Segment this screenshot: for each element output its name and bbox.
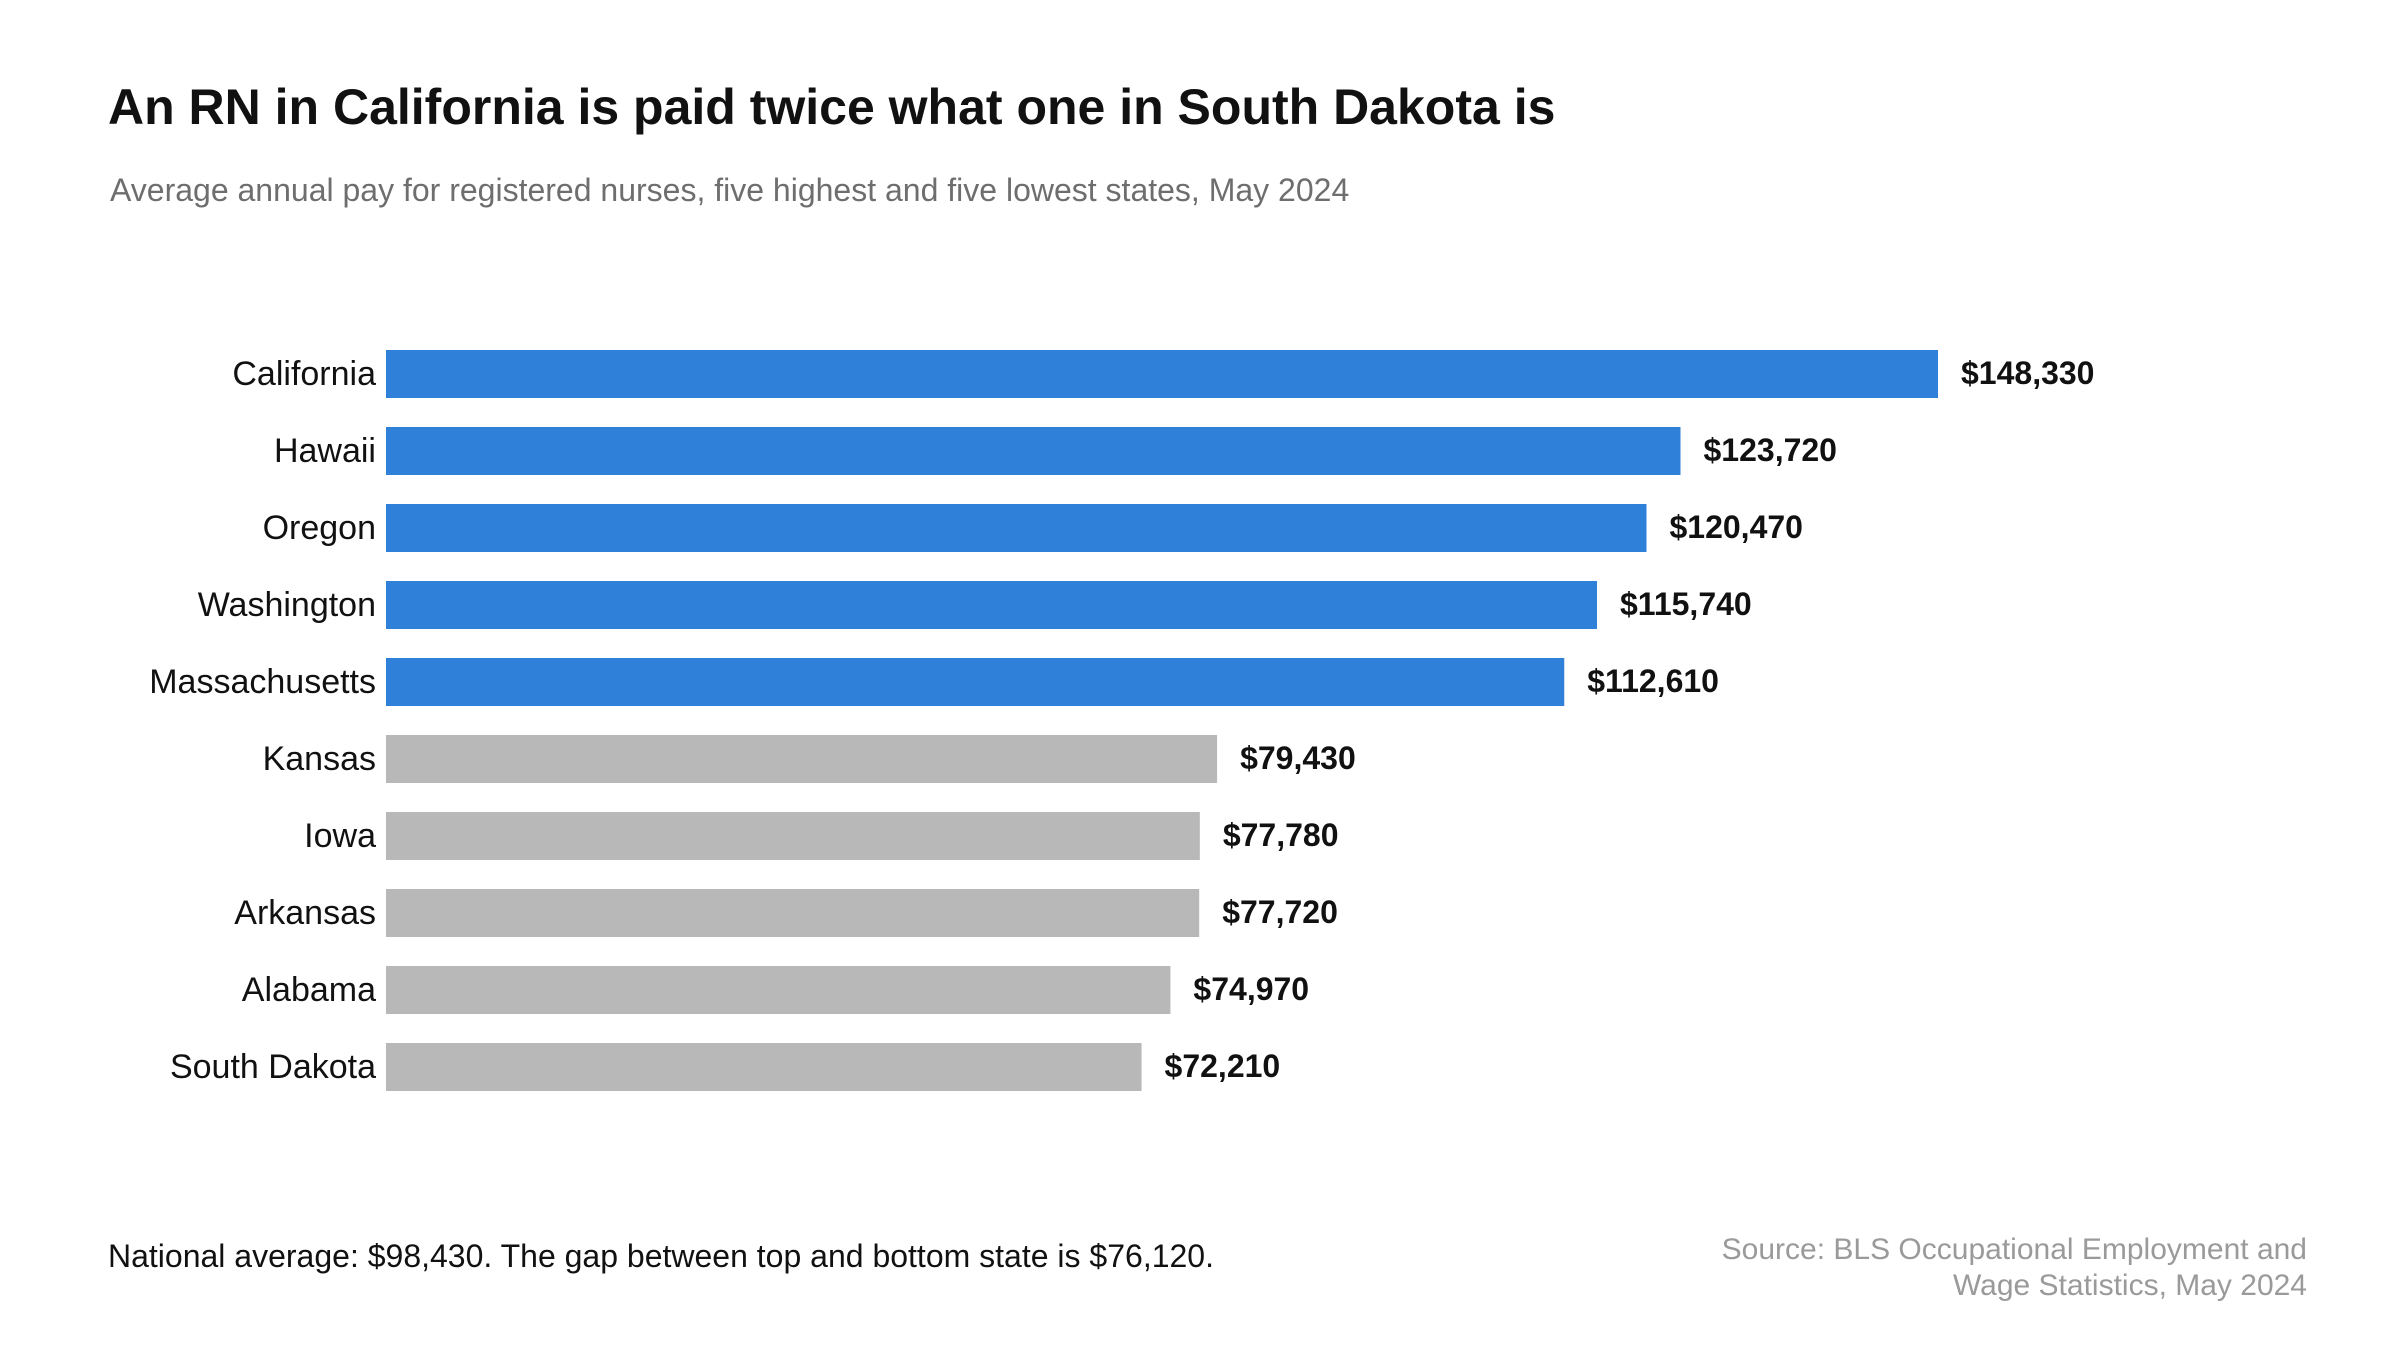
data-label: $77,780: [1223, 817, 1339, 853]
data-label: $148,330: [1961, 355, 2094, 391]
data-label: $74,970: [1193, 971, 1309, 1007]
bar-alabama: [386, 966, 1171, 1014]
category-label: Oregon: [263, 509, 376, 547]
chart-title: An RN in California is paid twice what o…: [108, 79, 1556, 135]
category-label: Washington: [198, 586, 376, 624]
data-label: $72,210: [1165, 1048, 1281, 1084]
bar-kansas: [386, 735, 1218, 783]
data-label: $115,740: [1620, 586, 1752, 622]
chart-subtitle: Average annual pay for registered nurses…: [110, 172, 1350, 208]
bar-oregon: [386, 504, 1647, 552]
category-label: Alabama: [242, 971, 376, 1009]
category-label: Arkansas: [234, 894, 376, 932]
category-label: South Dakota: [170, 1048, 376, 1086]
bar-iowa: [386, 812, 1200, 860]
data-label: $112,610: [1587, 663, 1719, 699]
source-note: Source: BLS Occupational Employment and …: [1722, 1232, 2307, 1304]
bar-hawaii: [386, 427, 1681, 475]
bar-south-dakota: [386, 1043, 1142, 1091]
category-label: Iowa: [304, 817, 376, 855]
bar-washington: [386, 581, 1598, 629]
data-label: $79,430: [1240, 740, 1356, 776]
category-label: California: [232, 355, 376, 393]
bar-arkansas: [386, 889, 1200, 937]
footnote: National average: $98,430. The gap betwe…: [108, 1238, 1214, 1274]
data-label: $120,470: [1669, 509, 1802, 545]
bar-massachusetts: [386, 658, 1565, 706]
source-line-1: Source: BLS Occupational Employment and: [1721, 1233, 2307, 1266]
bar-california: [386, 350, 1938, 398]
source-line-2: Wage Statistics, May 2024: [1952, 1269, 2307, 1302]
category-label: Massachusetts: [149, 663, 376, 701]
data-label: $123,720: [1704, 432, 1837, 468]
category-label: Hawaii: [274, 432, 376, 470]
category-label: Kansas: [263, 740, 376, 778]
data-label: $77,720: [1222, 894, 1338, 930]
